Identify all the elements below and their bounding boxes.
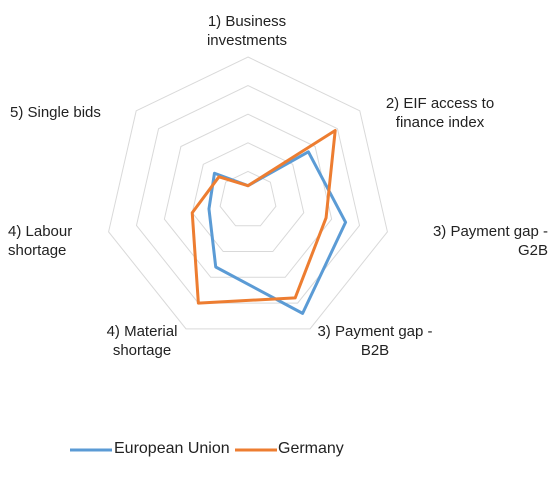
legend-label: European Union: [114, 440, 230, 457]
axis-label: 4) Labour shortage: [8, 223, 73, 259]
legend-label: Germany: [278, 440, 344, 457]
axis-label: 4) Material shortage: [106, 323, 178, 359]
grid-ring: [191, 142, 305, 253]
series-line: [207, 150, 348, 315]
grid-ring: [219, 170, 277, 227]
grid-ring: [108, 56, 388, 330]
axis-label: 1) Business investments: [206, 13, 288, 49]
series-line: [190, 128, 337, 305]
axis-label: 5) Single bids: [10, 104, 101, 121]
grid-ring: [163, 113, 333, 278]
grid-ring: [135, 85, 361, 304]
axis-label: 3) Payment gap - G2B: [432, 223, 548, 259]
axis-label: 3) Payment gap - B2B: [317, 323, 433, 359]
axis-label: 2) EIF access to finance index: [385, 95, 495, 131]
